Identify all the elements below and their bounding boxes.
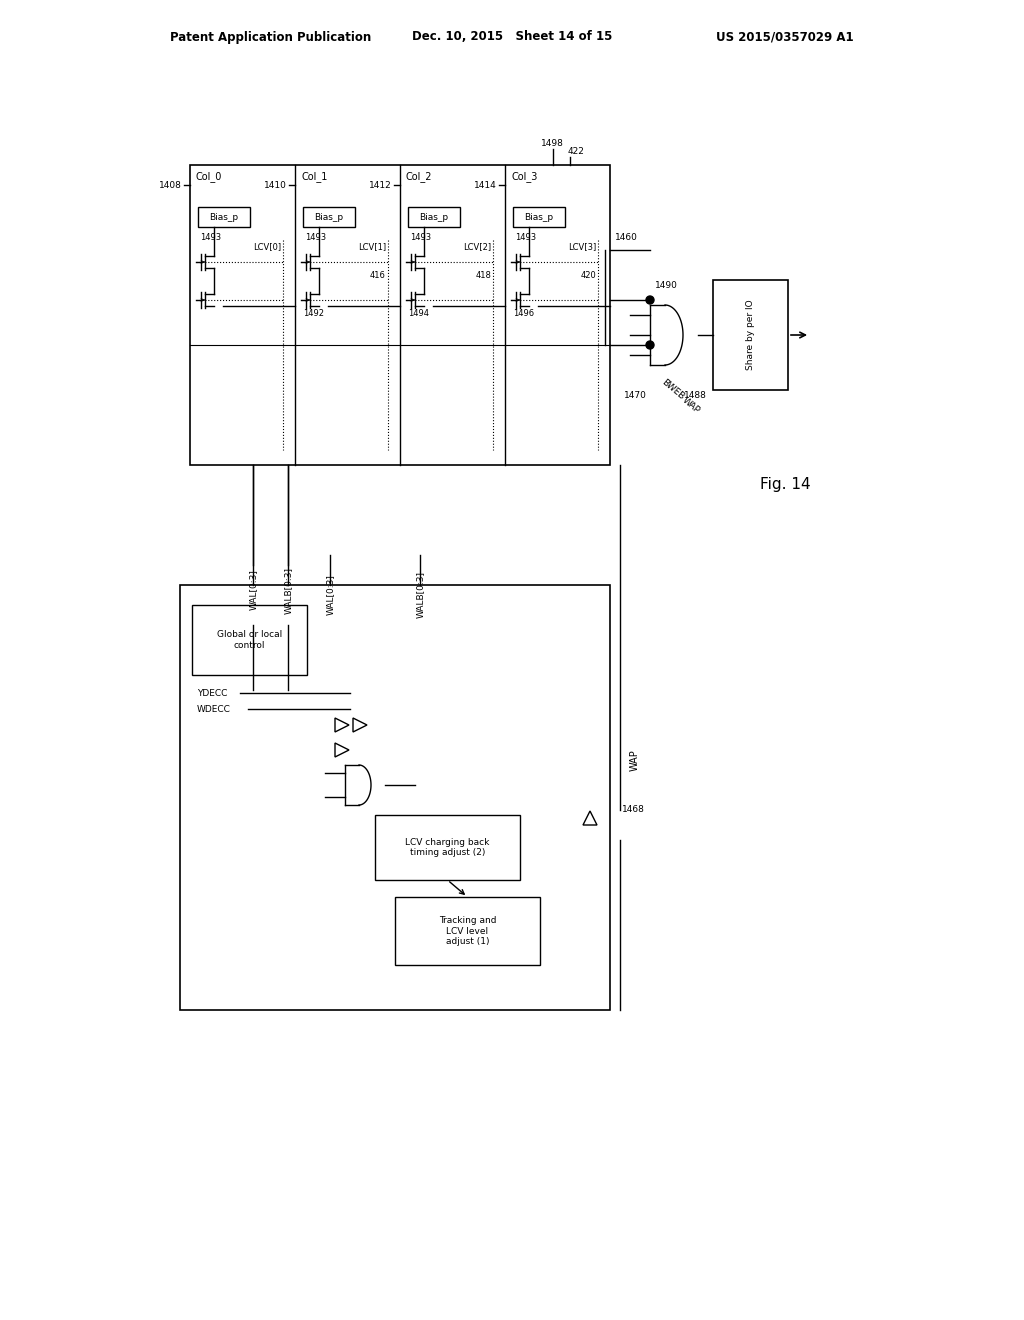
Text: 1498: 1498 bbox=[541, 139, 564, 148]
Bar bbox=[408, 207, 460, 227]
Text: 1412: 1412 bbox=[370, 181, 392, 190]
Text: Tracking and
LCV level
adjust (1): Tracking and LCV level adjust (1) bbox=[438, 916, 497, 946]
Text: BWEB: BWEB bbox=[660, 378, 686, 401]
Text: WAP: WAP bbox=[680, 395, 701, 414]
Text: 1494: 1494 bbox=[408, 309, 429, 318]
Text: LCV[1]: LCV[1] bbox=[357, 243, 386, 252]
Bar bbox=[713, 280, 788, 389]
Bar bbox=[395, 898, 540, 965]
Text: 418: 418 bbox=[475, 271, 490, 280]
Text: Patent Application Publication: Patent Application Publication bbox=[170, 30, 372, 44]
Text: WALB[0:3]: WALB[0:3] bbox=[416, 572, 425, 619]
Text: LCV[2]: LCV[2] bbox=[463, 243, 490, 252]
Text: Col_1: Col_1 bbox=[301, 172, 328, 182]
Text: 1468: 1468 bbox=[622, 805, 645, 814]
Text: 1496: 1496 bbox=[513, 309, 535, 318]
Bar bbox=[303, 207, 355, 227]
Text: Bias_p: Bias_p bbox=[524, 213, 554, 222]
Text: Col_3: Col_3 bbox=[511, 172, 538, 182]
Text: 1408: 1408 bbox=[159, 181, 182, 190]
Text: 1488: 1488 bbox=[684, 391, 707, 400]
Text: 1493: 1493 bbox=[200, 232, 221, 242]
Text: 1493: 1493 bbox=[305, 232, 326, 242]
Text: WAL[0:3]: WAL[0:3] bbox=[326, 574, 335, 615]
Text: Global or local
control: Global or local control bbox=[217, 630, 283, 649]
Bar bbox=[198, 207, 250, 227]
Text: WAL[0:3]: WAL[0:3] bbox=[249, 569, 257, 610]
Bar bbox=[513, 207, 565, 227]
Text: 1490: 1490 bbox=[655, 281, 678, 290]
Circle shape bbox=[646, 296, 654, 304]
Text: US 2015/0357029 A1: US 2015/0357029 A1 bbox=[717, 30, 854, 44]
Text: LCV[3]: LCV[3] bbox=[567, 243, 596, 252]
Text: Col_2: Col_2 bbox=[406, 172, 432, 182]
Bar bbox=[193, 605, 307, 675]
Text: 1493: 1493 bbox=[410, 232, 431, 242]
Bar bbox=[180, 585, 610, 1010]
Text: WALB[0:3]: WALB[0:3] bbox=[284, 566, 293, 614]
Text: WAP: WAP bbox=[630, 750, 640, 771]
Text: 1414: 1414 bbox=[474, 181, 497, 190]
Text: Bias_p: Bias_p bbox=[314, 213, 344, 222]
Text: Bias_p: Bias_p bbox=[210, 213, 239, 222]
Circle shape bbox=[646, 341, 654, 348]
Text: Share by per IO: Share by per IO bbox=[746, 300, 755, 371]
Text: WDECC: WDECC bbox=[197, 705, 230, 714]
Text: 1470: 1470 bbox=[624, 391, 646, 400]
Text: 1493: 1493 bbox=[515, 232, 537, 242]
Text: Bias_p: Bias_p bbox=[420, 213, 449, 222]
Text: 416: 416 bbox=[370, 271, 386, 280]
Text: 422: 422 bbox=[567, 147, 584, 156]
Text: 1460: 1460 bbox=[615, 234, 638, 243]
Text: 1492: 1492 bbox=[303, 309, 324, 318]
Text: LCV[0]: LCV[0] bbox=[253, 243, 281, 252]
Text: Fig. 14: Fig. 14 bbox=[760, 478, 811, 492]
Text: 420: 420 bbox=[581, 271, 596, 280]
Text: 1410: 1410 bbox=[264, 181, 287, 190]
Bar bbox=[190, 165, 610, 465]
Text: Dec. 10, 2015   Sheet 14 of 15: Dec. 10, 2015 Sheet 14 of 15 bbox=[412, 30, 612, 44]
Text: LCV charging back
timing adjust (2): LCV charging back timing adjust (2) bbox=[406, 838, 489, 857]
Bar bbox=[375, 814, 520, 880]
Text: Col_0: Col_0 bbox=[196, 172, 222, 182]
Text: YDECC: YDECC bbox=[197, 689, 227, 697]
